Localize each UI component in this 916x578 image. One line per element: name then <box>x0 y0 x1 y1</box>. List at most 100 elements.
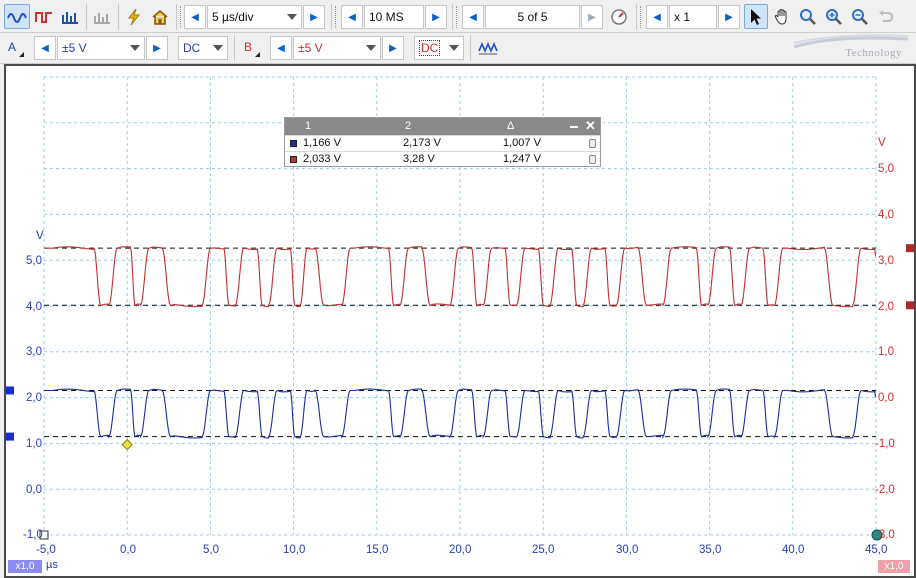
ruler-legend-header[interactable]: 1 2 Δ ✕ <box>285 118 600 135</box>
zoom-in-icon[interactable] <box>822 4 846 29</box>
chevron-down-icon <box>287 14 297 20</box>
scope-mode-icon[interactable] <box>4 4 30 29</box>
math-channels-icon[interactable] <box>90 4 114 29</box>
samples-field[interactable]: 10 MS <box>364 5 424 29</box>
ruler-legend[interactable]: 1 2 Δ ✕ 1,166 V 2,173 V 1,007 V 2,033 V … <box>284 117 601 167</box>
buffer-navigator-icon[interactable] <box>607 5 631 29</box>
zoom-out-icon[interactable] <box>848 4 872 29</box>
left-tick: 5,0 <box>26 255 42 267</box>
channel-a-scale-badge[interactable]: x1,0 <box>8 560 42 573</box>
x-tick: 20,0 <box>449 544 472 556</box>
channel-a-options-icon[interactable] <box>19 52 24 57</box>
brand-logo-text: Technology <box>845 47 902 59</box>
persistence-mode-icon[interactable] <box>32 4 56 29</box>
traces <box>44 246 877 439</box>
trigger-lightning-icon[interactable] <box>122 4 146 29</box>
select-pointer-icon[interactable] <box>744 4 768 29</box>
channel-b-range-value: ±5 V <box>298 41 323 55</box>
zoom-increase-button[interactable]: ▶ <box>718 5 740 29</box>
markers <box>6 244 914 541</box>
right-tick: -2,0 <box>875 484 895 496</box>
zoom-value: x 1 <box>674 10 691 24</box>
ruler-a-1-handle <box>6 432 14 441</box>
ruler-b-delta: 1,247 V <box>503 153 541 165</box>
ruler-row-a: 1,166 V 2,173 V 1,007 V <box>285 135 600 151</box>
hand-pan-icon[interactable] <box>770 4 794 29</box>
capture-previous-button[interactable]: ◀ <box>462 5 484 29</box>
channel-a-swatch <box>290 140 297 147</box>
channel-b-range-select[interactable]: ±5 V <box>293 36 381 60</box>
chevron-down-icon <box>130 45 140 51</box>
ruler-a-1: 1,166 V <box>303 137 341 149</box>
col-ruler-2: 2 <box>405 120 412 132</box>
channel-a-range-decrease[interactable]: ◀ <box>34 36 56 60</box>
col-ruler-1: 1 <box>305 120 312 132</box>
timebase-value: 5 µs/div <box>212 10 254 24</box>
left-tick: 3,0 <box>26 346 42 358</box>
main-toolbar: ◀ 5 µs/div ▶ ◀ 10 MS ▶ ◀ 5 of 5 ▶ ◀ x 1 … <box>0 0 916 33</box>
channel-a-label[interactable]: A <box>8 40 17 54</box>
x-tick: 15,0 <box>366 544 389 556</box>
zoom-field[interactable]: x 1 <box>669 5 717 29</box>
capture-next-button[interactable]: ▶ <box>581 5 603 29</box>
chevron-down-icon <box>366 45 376 51</box>
samples-increase-button[interactable]: ▶ <box>425 5 447 29</box>
right-tick: 1,0 <box>878 346 894 358</box>
ruler-a-2: 2,173 V <box>403 137 441 149</box>
lock-icon[interactable] <box>589 155 596 164</box>
right-tick: 3,0 <box>878 255 894 267</box>
x-tick: 30,0 <box>616 544 639 556</box>
zoom-region-icon[interactable] <box>796 4 820 29</box>
ruler-b-1: 2,033 V <box>303 153 341 165</box>
right-tick: -3,0 <box>875 529 895 541</box>
right-tick: 0,0 <box>878 392 894 404</box>
timebase-increase-button[interactable]: ▶ <box>303 5 325 29</box>
channel-a-coupling-select[interactable]: DC <box>178 36 228 60</box>
left-tick: 2,0 <box>26 392 42 404</box>
ruler-b-2-handle <box>906 244 914 253</box>
spectrum-mode-icon[interactable] <box>58 4 82 29</box>
channel-b-label[interactable]: B <box>244 40 253 54</box>
channel-a-coupling-value: DC <box>183 41 201 55</box>
col-delta: Δ <box>507 120 515 132</box>
trace-channel-a <box>44 388 877 439</box>
capture-index-field[interactable]: 5 of 5 <box>485 5 580 29</box>
channel-b-scale-badge[interactable]: x1,0 <box>878 560 910 573</box>
ruler-row-b: 2,033 V 3,28 V 1,247 V <box>285 151 600 167</box>
channel-b-options-icon[interactable] <box>255 52 260 57</box>
ruler-a-delta: 1,007 V <box>503 137 541 149</box>
x-tick: 0,0 <box>120 544 136 556</box>
scope-view[interactable]: V V 5,0 4,0 3,0 2,0 1,0 0,0 -1,0 5,0 4,0… <box>4 64 916 578</box>
close-icon[interactable]: ✕ <box>585 118 596 133</box>
signal-generator-icon[interactable] <box>476 36 500 60</box>
samples-value: 10 MS <box>369 10 404 24</box>
right-tick: -1,0 <box>875 438 895 450</box>
home-icon[interactable] <box>148 4 172 29</box>
channel-b-coupling-select[interactable]: DC <box>414 36 464 60</box>
samples-decrease-button[interactable]: ◀ <box>341 5 363 29</box>
trace-channel-b <box>44 246 877 308</box>
channel-b-swatch <box>290 156 297 163</box>
right-axis-unit: V <box>878 137 886 149</box>
channel-a-range-select[interactable]: ±5 V <box>57 36 145 60</box>
ruler-b-2: 3,28 V <box>403 153 435 165</box>
channel-a-range-increase[interactable]: ▶ <box>146 36 168 60</box>
x-tick: -5,0 <box>36 544 56 556</box>
channel-b-range-decrease[interactable]: ◀ <box>270 36 292 60</box>
undo-zoom-icon[interactable] <box>874 4 898 29</box>
left-axis-unit: V <box>36 230 44 242</box>
chevron-down-icon <box>449 45 459 51</box>
timebase-select[interactable]: 5 µs/div <box>207 5 302 29</box>
channel-toolbar: A ◀ ±5 V ▶ DC B ◀ ±5 V ▶ DC <box>0 33 916 64</box>
right-tick: 2,0 <box>878 301 894 313</box>
zoom-decrease-button[interactable]: ◀ <box>646 5 668 29</box>
x-axis-unit: µs <box>46 559 58 571</box>
time-ruler-handle-left <box>39 530 49 540</box>
trigger-marker <box>121 438 133 451</box>
timebase-decrease-button[interactable]: ◀ <box>184 5 206 29</box>
left-tick: 4,0 <box>26 301 42 313</box>
channel-b-range-increase[interactable]: ▶ <box>382 36 404 60</box>
minimize-icon[interactable] <box>570 126 578 128</box>
lock-icon[interactable] <box>589 139 596 148</box>
